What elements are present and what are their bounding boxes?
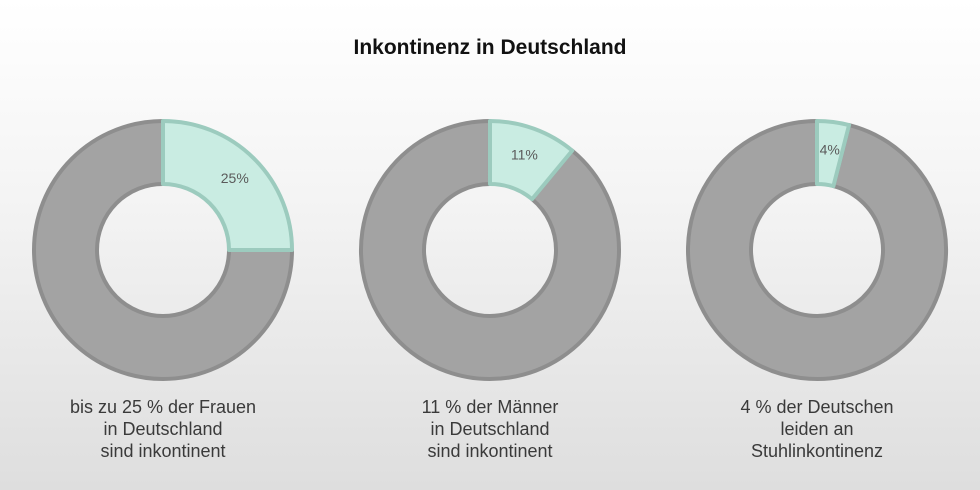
caption-men: 11 % der Männer in Deutschland sind inko… [358,396,622,462]
caption-stool-line-3: Stuhlinkontinenz [750,441,884,461]
donut-panel-women: 25% bis zu 25 % der Frauen in Deutschlan… [31,118,295,462]
donut-slice-women-rest [32,119,294,381]
donut-slice-men-highlight [488,119,575,202]
chart-title: Inkontinenz in Deutschland [353,36,627,59]
donut-slice-women-highlight [161,119,294,252]
donut-chart-men: 11% [359,119,621,381]
donut-label-women: 25% [221,170,249,186]
donut-panel-stool: 4% 4 % der Deutschen leiden an Stuhlinko… [685,118,949,462]
caption-men-line-3: sind inkontinent [427,441,553,461]
donut-slice-stool-rest [686,119,948,381]
caption-stool-line-1: 4 % der Deutschen [740,397,894,417]
caption-men-line-2: in Deutschland [430,419,550,439]
caption-women-line-3: sind inkontinent [100,441,226,461]
donut-panel-men: 11% 11 % der Männer in Deutschland sind … [358,118,622,462]
donut-slice-stool-highlight [815,119,852,189]
caption-stool: 4 % der Deutschen leiden an Stuhlinkonti… [685,396,949,462]
donut-slice-men-rest [359,119,621,381]
donut-label-stool: 4% [820,141,840,157]
caption-women-line-2: in Deutschland [103,419,223,439]
donut-chart-women: 25% [32,119,294,381]
donut-chart-stool: 4% [686,119,948,381]
caption-women-line-1: bis zu 25 % der Frauen [69,397,257,417]
donut-label-men: 11% [511,147,538,163]
caption-women: bis zu 25 % der Frauen in Deutschland si… [31,396,295,462]
caption-men-line-1: 11 % der Männer [421,397,559,417]
caption-stool-line-2: leiden an [780,419,854,439]
